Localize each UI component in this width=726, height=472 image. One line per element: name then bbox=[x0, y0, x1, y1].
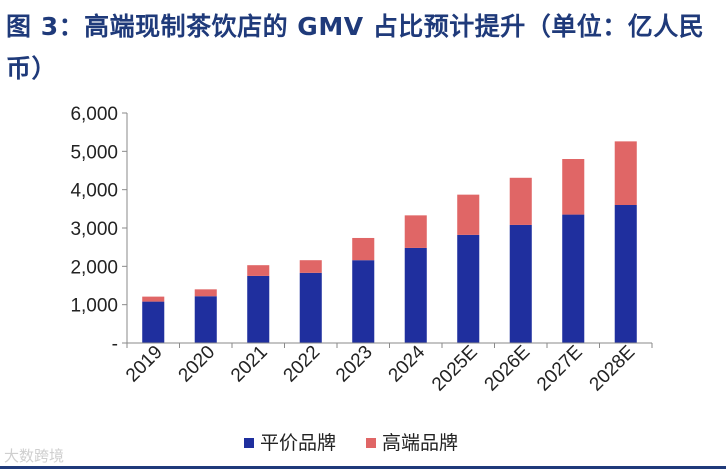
x-tick-label: 2026E bbox=[481, 342, 535, 396]
legend-swatch-premium bbox=[366, 438, 376, 448]
x-axis: 2019 2020 2021 2022 2023 20242025E2026E2027E2… bbox=[122, 341, 653, 396]
legend-label-premium: 高端品牌 bbox=[382, 432, 458, 454]
x-tick-label: 2023 bbox=[332, 342, 377, 387]
y-axis: - 1,000 2,000 3,000 4,000 5,000 6,000 bbox=[70, 104, 128, 355]
bar-premium-2020 bbox=[194, 289, 217, 297]
y-tick-label: 1,000 bbox=[70, 296, 118, 317]
x-tick-label: 2025E bbox=[428, 342, 482, 396]
watermark: 大数跨境 bbox=[4, 447, 65, 465]
bar-premium-2024 bbox=[404, 215, 427, 248]
chart-title: 图 3：高端现制茶饮店的 GMV 占比预计提升（单位：亿人民币） bbox=[6, 12, 705, 83]
bar-premium-2026E bbox=[509, 177, 532, 225]
x-tick-label: 2022 bbox=[280, 342, 325, 387]
x-tick-label: 2021 bbox=[227, 342, 272, 387]
bar-budget-2022 bbox=[299, 272, 322, 343]
bar-premium-2028E bbox=[614, 141, 637, 205]
bar-budget-2027E bbox=[562, 214, 585, 343]
bar-budget-2020 bbox=[194, 296, 217, 343]
x-tick-label: 2019 bbox=[122, 342, 167, 387]
x-tick-label: 2024 bbox=[385, 341, 430, 386]
x-tick-label: 2027E bbox=[533, 342, 587, 396]
y-tick-label: 6,000 bbox=[70, 104, 118, 125]
y-tick-label: 4,000 bbox=[70, 181, 118, 202]
x-tick-label: 2028E bbox=[586, 342, 640, 396]
bar-premium-2021 bbox=[247, 265, 270, 276]
bar-premium-2019 bbox=[142, 296, 165, 302]
x-tick-label: 2020 bbox=[175, 342, 220, 387]
legend-swatch-budget bbox=[244, 438, 254, 448]
bar-budget-2028E bbox=[614, 205, 637, 343]
bar-budget-2021 bbox=[247, 275, 270, 343]
bar-budget-2026E bbox=[509, 224, 532, 343]
y-tick-label: 3,000 bbox=[70, 219, 118, 240]
bar-budget-2025E bbox=[457, 234, 480, 343]
bottom-divider bbox=[0, 466, 726, 469]
bar-premium-2022 bbox=[299, 260, 322, 273]
bar-budget-2019 bbox=[142, 301, 165, 343]
legend-label-budget: 平价品牌 bbox=[260, 432, 336, 454]
bar-premium-2023 bbox=[352, 237, 375, 261]
y-tick-label: - bbox=[112, 334, 118, 355]
bar-premium-2025E bbox=[457, 194, 480, 235]
y-tick-label: 2,000 bbox=[70, 257, 118, 278]
y-tick-label: 5,000 bbox=[70, 142, 118, 163]
bar-premium-2027E bbox=[562, 159, 585, 215]
legend: 平价品牌 高端品牌 bbox=[244, 432, 458, 454]
bar-series bbox=[142, 141, 637, 343]
bar-budget-2024 bbox=[404, 247, 427, 343]
bar-budget-2023 bbox=[352, 260, 375, 343]
